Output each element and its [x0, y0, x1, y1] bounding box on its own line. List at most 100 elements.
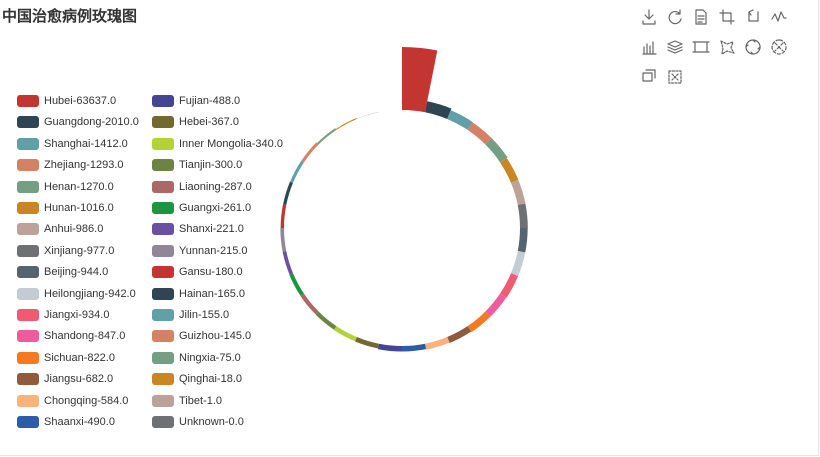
- legend-item-guangxi[interactable]: Guangxi-261.0: [152, 202, 251, 214]
- slice-guizhou[interactable]: [301, 142, 319, 163]
- legend-label: Inner Mongolia-340.0: [179, 137, 283, 150]
- slice-shanxi[interactable]: [282, 251, 293, 275]
- slice-beijing[interactable]: [517, 228, 528, 253]
- slice-qinghai[interactable]: [335, 118, 357, 130]
- slice-heilongjiang[interactable]: [511, 251, 526, 277]
- slice-hunan[interactable]: [500, 158, 519, 183]
- legend-item-xinjiang[interactable]: Xinjiang-977.0: [17, 244, 115, 257]
- slice-anhui[interactable]: [511, 179, 526, 205]
- clear-select-icon[interactable]: [770, 38, 788, 56]
- brush-icon[interactable]: [640, 68, 658, 86]
- legend-item-liaoning[interactable]: Liaoning-287.0: [152, 180, 252, 193]
- legend-item-shanxi[interactable]: Shanxi-221.0: [152, 223, 244, 236]
- legend-swatch: [17, 159, 39, 172]
- legend-item-hunan[interactable]: Hunan-1016.0: [17, 202, 114, 214]
- rect-select-icon[interactable]: [692, 38, 710, 56]
- polygon-select-icon[interactable]: [718, 38, 736, 56]
- legend-label: Anhui-986.0: [44, 223, 104, 236]
- legend-item-fujian[interactable]: Fujian-488.0: [152, 95, 240, 107]
- legend-label: Sichuan-822.0: [44, 351, 115, 364]
- legend-item-anhui[interactable]: Anhui-986.0: [17, 223, 104, 236]
- legend-label: Gansu-180.0: [179, 266, 243, 279]
- legend-item-jilin[interactable]: Jilin-155.0: [152, 309, 229, 321]
- slice-tianjin[interactable]: [315, 311, 337, 330]
- slice-sichuan[interactable]: [467, 311, 491, 333]
- zoom-icon[interactable]: [718, 8, 736, 26]
- legend-item-hainan[interactable]: Hainan-165.0: [152, 287, 245, 300]
- legend-item-guizhou[interactable]: Guizhou-145.0: [152, 330, 251, 343]
- bar-chart-icon[interactable]: [640, 38, 658, 56]
- legend-item-gansu[interactable]: Gansu-180.0: [152, 266, 243, 279]
- slice-shaanxi[interactable]: [402, 343, 427, 352]
- legend-item-chongqing[interactable]: Chongqing-584.0: [17, 394, 128, 407]
- keep-select-icon[interactable]: [744, 38, 762, 56]
- legend-item-jiangxi[interactable]: Jiangxi-934.0: [17, 309, 109, 321]
- slice-shandong[interactable]: [485, 293, 507, 317]
- slice-shanghai[interactable]: [447, 110, 473, 130]
- legend-item-tibet[interactable]: Tibet-1.0: [152, 394, 222, 407]
- slice-hainan[interactable]: [283, 181, 293, 205]
- data-view-icon[interactable]: [692, 8, 710, 26]
- legend-item-qinghai[interactable]: Qinghai-18.0: [152, 373, 242, 386]
- legend-item-hebei[interactable]: Hebei-367.0: [152, 116, 239, 129]
- slice-fujian[interactable]: [377, 343, 402, 352]
- line-chart-icon[interactable]: [770, 8, 788, 26]
- save-as-image-icon[interactable]: [640, 8, 658, 26]
- slice-gansu[interactable]: [280, 204, 287, 228]
- legend-item-hubei[interactable]: Hubei-63637.0: [17, 95, 116, 107]
- legend-item-beijing[interactable]: Beijing-944.0: [17, 266, 108, 279]
- legend-item-jiangsu[interactable]: Jiangsu-682.0: [17, 373, 114, 386]
- slice-unknown[interactable]: [378, 110, 402, 113]
- legend-swatch: [152, 180, 174, 193]
- slice-guangdong[interactable]: [425, 101, 452, 119]
- slice-inner-mongolia[interactable]: [333, 326, 357, 342]
- legend-item-ningxia[interactable]: Ningxia-75.0: [152, 351, 241, 364]
- slice-liaoning[interactable]: [300, 293, 319, 315]
- legend-label: Tianjin-300.0: [179, 159, 243, 172]
- legend-swatch: [17, 223, 39, 236]
- stack-icon[interactable]: [666, 38, 684, 56]
- legend-swatch: [17, 330, 39, 343]
- legend-item-henan[interactable]: Henan-1270.0: [17, 180, 114, 193]
- legend-label: Hebei-367.0: [179, 116, 239, 129]
- legend-item-guangdong[interactable]: Guangdong-2010.0: [17, 116, 139, 129]
- slice-jiangxi[interactable]: [500, 273, 519, 298]
- legend-item-shandong[interactable]: Shandong-847.0: [17, 330, 125, 343]
- legend-label: Xinjiang-977.0: [44, 244, 115, 257]
- slice-ningxia[interactable]: [317, 128, 337, 145]
- legend-label: Hunan-1016.0: [44, 202, 114, 214]
- slice-jiangsu[interactable]: [447, 326, 472, 344]
- slice-tibet[interactable]: [356, 112, 379, 119]
- slice-chongqing[interactable]: [425, 337, 450, 350]
- legend-item-tianjin[interactable]: Tianjin-300.0: [152, 159, 243, 172]
- legend-swatch: [17, 287, 39, 300]
- legend-item-shaanxi[interactable]: Shaanxi-490.0: [17, 416, 115, 428]
- legend-item-heilongjiang[interactable]: Heilongjiang-942.0: [17, 287, 136, 300]
- legend-item-yunnan[interactable]: Yunnan-215.0: [152, 244, 248, 257]
- zoom-back-icon[interactable]: [744, 8, 762, 26]
- legend-item-zhejiang[interactable]: Zhejiang-1293.0: [17, 159, 124, 172]
- slice-zhejiang[interactable]: [467, 122, 492, 145]
- slice-guangxi[interactable]: [289, 273, 304, 296]
- chart-title: 中国治愈病例玫瑰图: [2, 8, 138, 25]
- clear-brush-icon[interactable]: [666, 68, 684, 86]
- slice-hebei[interactable]: [355, 337, 379, 349]
- legend-swatch: [17, 394, 39, 407]
- legend-item-unknown[interactable]: Unknown-0.0: [152, 416, 244, 428]
- slice-hubei[interactable]: [402, 47, 438, 113]
- legend-item-shanghai[interactable]: Shanghai-1412.0: [17, 137, 128, 150]
- legend-label: Jiangsu-682.0: [44, 373, 114, 386]
- legend-swatch: [152, 309, 174, 321]
- legend-label: Qinghai-18.0: [179, 373, 242, 386]
- slice-yunnan[interactable]: [280, 228, 287, 252]
- legend-swatch: [152, 416, 174, 428]
- legend-label: Ningxia-75.0: [179, 351, 241, 364]
- legend-item-inner-mongolia[interactable]: Inner Mongolia-340.0: [152, 137, 283, 150]
- slice-xinjiang[interactable]: [517, 203, 528, 228]
- legend-swatch: [17, 95, 39, 107]
- legend-item-sichuan[interactable]: Sichuan-822.0: [17, 351, 115, 364]
- slice-jilin[interactable]: [290, 160, 304, 183]
- restore-icon[interactable]: [666, 8, 684, 26]
- slice-henan[interactable]: [485, 138, 508, 163]
